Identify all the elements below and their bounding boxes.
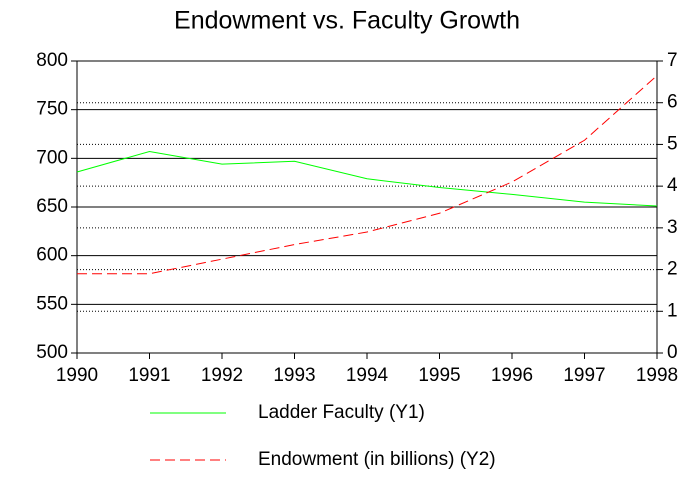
y-tick-label: 600 (36, 245, 68, 266)
y-tick-label: 650 (36, 196, 68, 217)
x-tick-label: 1997 (563, 365, 605, 386)
x-tick-label: 1998 (636, 365, 678, 386)
y2-tick-label: 1 (667, 300, 678, 321)
x-tick-label: 1994 (346, 365, 389, 386)
legend-label: Ladder Faculty (Y1) (258, 402, 425, 423)
legend-label: Endowment (in billions) (Y2) (258, 449, 496, 470)
x-tick-label: 1995 (418, 365, 460, 386)
series-line (77, 75, 658, 275)
chart-title: Endowment vs. Faculty Growth (174, 7, 520, 35)
y2-tick-label: 0 (667, 342, 678, 363)
y-tick-label: 700 (36, 147, 68, 168)
x-tick-label: 1996 (491, 365, 533, 386)
y-tick-label: 500 (36, 342, 68, 363)
y-tick-label: 750 (36, 99, 68, 120)
y-tick-label: 550 (36, 293, 68, 314)
y2-tick-label: 6 (667, 92, 678, 113)
y-tick-label: 800 (36, 50, 68, 71)
x-tick-label: 1993 (273, 365, 315, 386)
y2-tick-label: 2 (667, 259, 678, 280)
x-tick-label: 1991 (128, 365, 170, 386)
y2-tick-label: 5 (667, 133, 678, 154)
series-line (76, 151, 658, 207)
x-tick-label: 1992 (201, 365, 243, 386)
y2-tick-label: 7 (667, 50, 678, 71)
x-tick-label: 1990 (56, 365, 98, 386)
y2-tick-label: 4 (667, 175, 678, 196)
y2-tick-label: 3 (667, 217, 678, 238)
